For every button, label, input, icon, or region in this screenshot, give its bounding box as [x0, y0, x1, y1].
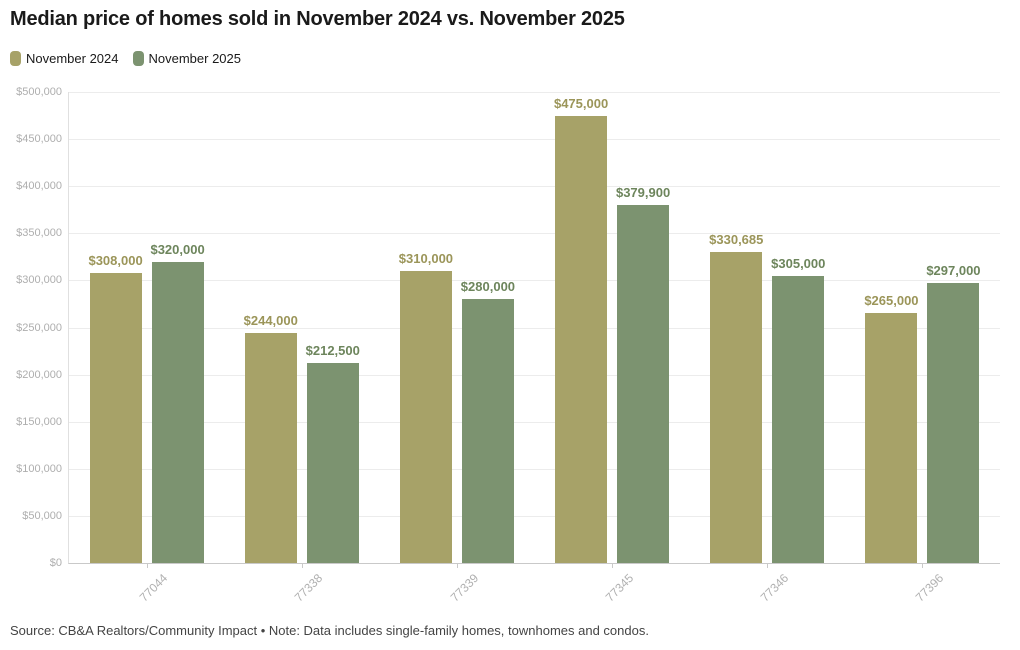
- gridline: [69, 280, 1000, 282]
- gridline: [69, 139, 1000, 141]
- value-label-nov2025-77346: $305,000: [771, 255, 826, 271]
- x-tick-label-77339: 77339: [447, 571, 481, 605]
- gridline: [69, 374, 1000, 376]
- bar-nov2024-77044: $308,000: [88, 253, 143, 563]
- legend-swatch-november-2025: [132, 51, 144, 66]
- bar-groups: $308,000 $320,000 77044 $244,000 $212,500 773…: [69, 92, 1000, 605]
- bar-nov2024-77345: $475,000: [554, 96, 608, 563]
- y-tick-label: $400,000: [16, 180, 62, 193]
- bar-nov2025-77044: $320,000: [150, 242, 205, 563]
- bar-nov2024-77396: $265,000: [864, 293, 919, 563]
- gridlines: [69, 92, 1000, 563]
- gridline: [69, 233, 1000, 235]
- bar-group-77345: $475,000 $379,900 77345: [535, 92, 690, 605]
- value-label-nov2024-77396: $265,000: [864, 293, 919, 309]
- x-tick-label-77396: 77396: [912, 571, 947, 605]
- value-label-nov2024-77044: $308,000: [88, 252, 143, 268]
- bar-group-77396: $265,000 $297,000 77396: [845, 92, 1000, 604]
- source-note: Source: CB&A Realtors/Community Impact •…: [10, 623, 649, 638]
- y-tick-label: $300,000: [16, 274, 62, 287]
- x-tick-label-77044: 77044: [136, 571, 171, 605]
- value-label-nov2025-77339: $280,000: [460, 279, 516, 295]
- y-tick-label: $100,000: [16, 462, 62, 475]
- y-tick-label: $50,000: [22, 509, 62, 522]
- y-tick-label: $150,000: [16, 415, 62, 428]
- page-title: Median price of homes sold in November 2…: [10, 8, 625, 30]
- x-axis-tick: [301, 563, 303, 568]
- value-label-nov2025-77044: $320,000: [150, 241, 205, 257]
- legend-swatch-november-2024: [10, 51, 21, 66]
- x-tick-label-77346: 77346: [757, 571, 792, 605]
- bar-group-77346: $330,685 $305,000 77346: [690, 92, 845, 605]
- y-tick-label: $0: [49, 557, 62, 569]
- bar-group-77044: $308,000 $320,000 77044: [69, 92, 224, 605]
- gridline: [69, 515, 1000, 517]
- bar-nov2025-77346: $305,000: [771, 256, 825, 563]
- gridline: [69, 468, 1000, 470]
- y-tick-label: $250,000: [16, 321, 62, 334]
- bar-nov2024-77346: $330,685: [709, 232, 763, 563]
- value-label-nov2024-77339: $310,000: [398, 250, 454, 266]
- gridline: [69, 421, 1000, 423]
- x-axis-tick: [612, 563, 614, 568]
- legend-label-november-2025: November 2025: [148, 51, 242, 66]
- bar-nov2025-77396: $297,000: [926, 263, 981, 563]
- bar-nov2025-77338: $212,500: [306, 343, 360, 563]
- value-label-nov2024-77346: $330,685: [709, 231, 764, 247]
- x-axis-tick: [922, 563, 924, 568]
- bar-group-77338: $244,000 $212,500 77338: [224, 92, 379, 604]
- value-label-nov2025-77338: $212,500: [305, 342, 360, 358]
- plot-area: $308,000 $320,000 77044 $244,000 $212,500 773…: [68, 92, 1000, 605]
- y-tick-label: $450,000: [16, 133, 62, 146]
- legend: November 2024 November 2025: [10, 51, 241, 66]
- bar-nov2025-77345: $379,900: [616, 185, 670, 563]
- x-tick-label-77338: 77338: [292, 571, 326, 605]
- gridline: [69, 327, 1000, 329]
- gridline: [69, 186, 1000, 188]
- value-label-nov2024-77338: $244,000: [243, 313, 298, 329]
- bar-nov2024-77338: $244,000: [244, 313, 298, 563]
- x-tick-label-77345: 77345: [602, 571, 637, 605]
- y-axis-labels: $0 $50,000 $100,000 $150,000 $200,000 $250,00…: [0, 86, 62, 569]
- bar-nov2025-77339: $280,000: [461, 279, 515, 563]
- legend-item-november-2024: November 2024: [10, 51, 119, 66]
- x-axis-tick: [767, 563, 769, 568]
- y-tick-label: $200,000: [16, 368, 62, 381]
- y-tick-label: $500,000: [16, 86, 62, 98]
- y-tick-label: $350,000: [16, 227, 62, 240]
- value-label-nov2024-77345: $475,000: [553, 95, 609, 111]
- gridline: [69, 92, 1000, 93]
- bar-nov2024-77339: $310,000: [399, 251, 453, 563]
- value-label-nov2025-77396: $297,000: [926, 263, 981, 279]
- x-axis-tick: [146, 563, 148, 568]
- value-label-nov2025-77345: $379,900: [615, 185, 671, 201]
- legend-item-november-2025: November 2025: [132, 51, 242, 66]
- x-axis-tick: [456, 563, 458, 568]
- legend-label-november-2024: November 2024: [26, 51, 119, 66]
- bar-group-77339: $310,000 $280,000 77339: [379, 92, 534, 605]
